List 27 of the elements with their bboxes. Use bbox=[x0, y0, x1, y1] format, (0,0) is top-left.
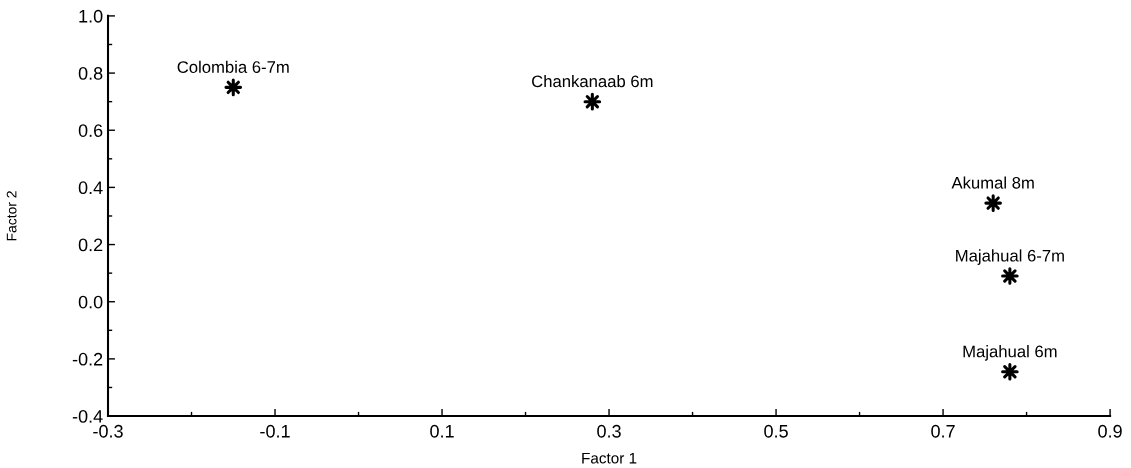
annotation: Majahual 6-7m bbox=[956, 249, 1064, 265]
point bbox=[1001, 362, 1019, 381]
y-axis-title: Factor 2 bbox=[6, 191, 17, 241]
annotation: Akumal 8m bbox=[951, 176, 1034, 189]
annotation: Majahual 6m bbox=[963, 345, 1057, 361]
y-tick-label: -0.2 bbox=[72, 352, 103, 366]
annotation: Colombia 6-7m bbox=[177, 60, 289, 73]
y-tick-label: 1.0 bbox=[79, 9, 103, 23]
x-tick-label: 0.7 bbox=[931, 424, 955, 438]
x-tick-label: 0.1 bbox=[430, 424, 454, 438]
y-tick-label: 0.4 bbox=[78, 181, 103, 195]
point bbox=[984, 194, 1002, 212]
y-tick-label: 0.8 bbox=[78, 67, 103, 80]
point bbox=[1001, 267, 1019, 285]
y-tick-label: 0.6 bbox=[78, 124, 103, 137]
x-tick-label: -0.1 bbox=[260, 424, 290, 438]
point bbox=[224, 78, 243, 97]
x-tick-label: 0.9 bbox=[1098, 424, 1122, 438]
annotation: Chankanaab 6m bbox=[532, 75, 653, 88]
x-tick-label: -0.3 bbox=[93, 424, 123, 438]
y-tick-label: -0.4 bbox=[72, 409, 103, 423]
point bbox=[583, 92, 602, 111]
y-tick-label: 0.0 bbox=[78, 295, 103, 309]
x-axis-title: Factor 1 bbox=[582, 452, 637, 464]
x-tick-label: 0.5 bbox=[764, 424, 788, 438]
x-tick-label: 0.3 bbox=[597, 424, 621, 438]
y-tick-label: 0.2 bbox=[78, 238, 103, 252]
